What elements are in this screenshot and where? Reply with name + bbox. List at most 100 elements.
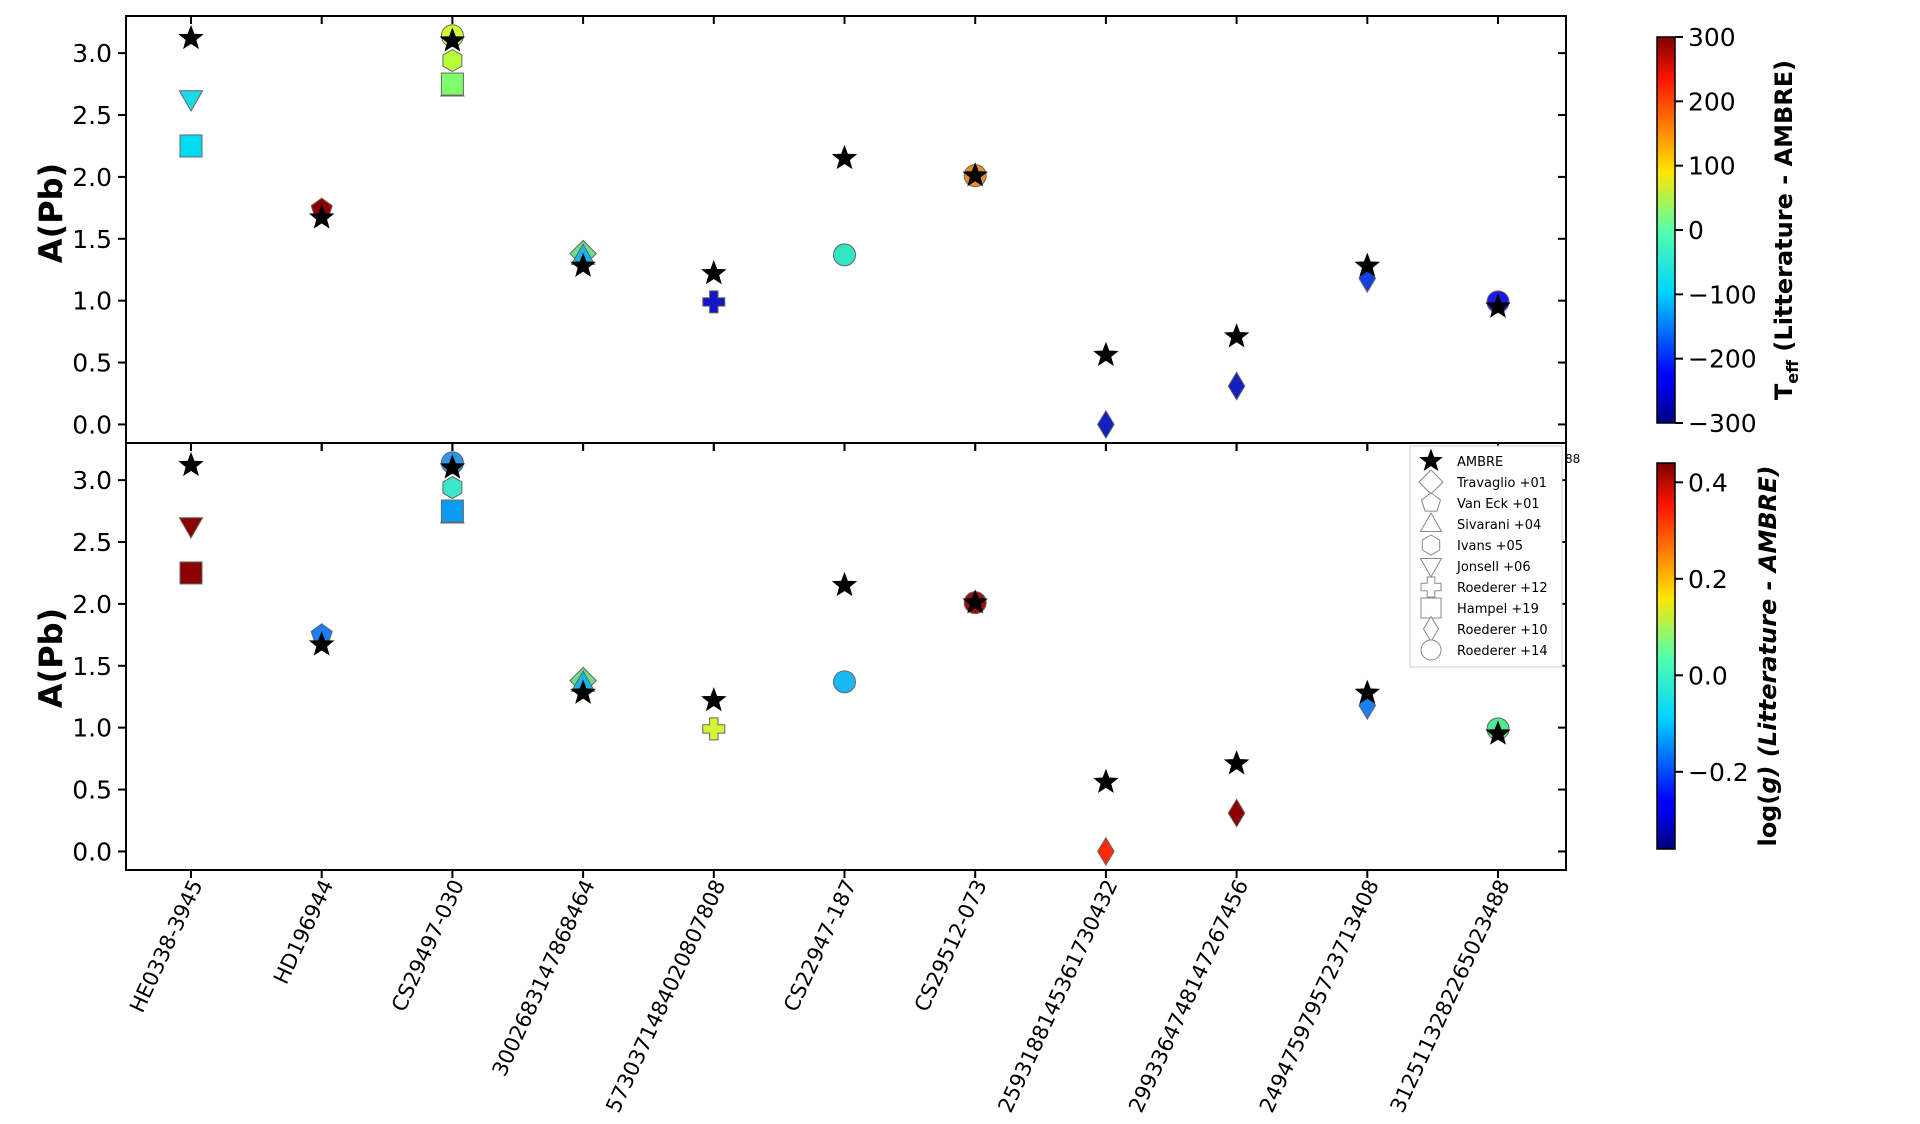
legend-label: Roederer +12 bbox=[1457, 581, 1548, 596]
star-marker bbox=[1354, 252, 1381, 277]
legend-triangle-down-marker bbox=[1419, 558, 1443, 579]
star-marker bbox=[701, 686, 727, 712]
triangle-down-marker bbox=[178, 90, 204, 113]
legend-square-marker bbox=[1420, 597, 1442, 619]
logg-colorbar-gradient bbox=[1656, 462, 1676, 850]
legend-label: Jonsell +06 bbox=[1456, 560, 1531, 575]
star-marker bbox=[962, 589, 988, 614]
bottom-panel: 0.0 0.5 1.0 1.5 2.0 2.5 3.0 A(Pb) bbox=[32, 442, 1567, 878]
star-marker bbox=[439, 27, 466, 52]
legend-triangle-marker bbox=[1419, 511, 1443, 532]
y-tick-label: 2.5 bbox=[72, 101, 112, 130]
thin-diamond-marker bbox=[1097, 836, 1115, 867]
y-tick-label: 2.0 bbox=[72, 163, 112, 192]
teff-colorbar-gradient bbox=[1656, 36, 1676, 424]
colorbar-tick-label: 0 bbox=[1688, 216, 1704, 245]
colorbar-tick-label: 0.0 bbox=[1688, 661, 1728, 690]
x-category-label: CS22947-187 bbox=[779, 876, 861, 1015]
star-marker bbox=[831, 571, 858, 597]
top-x-ticks bbox=[190, 16, 1499, 451]
legend-label: Travaglio +01 bbox=[1456, 476, 1547, 491]
legend-label: Ivans +05 bbox=[1457, 539, 1523, 554]
star-marker bbox=[701, 259, 727, 285]
x-category-label: CS29512-073 bbox=[910, 876, 992, 1015]
legend-circle-marker bbox=[1420, 639, 1442, 661]
logg-colorbar-label: log(g) (Litterature - AMBRE) bbox=[1754, 465, 1782, 846]
colorbar-tick-label: 300 bbox=[1688, 23, 1736, 52]
top-panel-markers bbox=[178, 24, 1511, 440]
square-marker bbox=[179, 561, 203, 585]
y-tick-label: 0.5 bbox=[72, 349, 112, 378]
x-category-label: 2593188145361730432 bbox=[993, 876, 1122, 1116]
colorbar-tick-label: 200 bbox=[1688, 87, 1736, 116]
bottom-y-ticks: 0.0 0.5 1.0 1.5 2.0 2.5 3.0 bbox=[72, 466, 1566, 866]
colorbar-tick-label: 0.4 bbox=[1688, 468, 1728, 497]
star-marker bbox=[1485, 293, 1511, 318]
star-marker bbox=[1093, 768, 1119, 793]
thin-diamond-marker bbox=[1227, 371, 1246, 401]
legend-label: Roederer +14 bbox=[1457, 644, 1548, 659]
hexagon-marker bbox=[442, 49, 463, 73]
legend-plus-marker bbox=[1420, 576, 1442, 598]
star-marker bbox=[1354, 679, 1381, 704]
plus-marker bbox=[702, 717, 726, 741]
star-marker bbox=[439, 454, 466, 479]
legend-star-marker bbox=[1419, 448, 1443, 472]
top-plot-frame bbox=[125, 15, 1567, 444]
x-category-label: 5730371484020807808 bbox=[601, 876, 730, 1116]
colorbar-tick-label: −300 bbox=[1688, 409, 1757, 438]
thin-diamond-marker bbox=[1227, 798, 1246, 828]
colorbar-tick-label: −0.2 bbox=[1688, 758, 1749, 787]
top-y-axis-label: A(Pb) bbox=[32, 163, 70, 263]
legend-label: Roederer +10 bbox=[1457, 623, 1548, 638]
legend: AMBRE Travaglio +01 Van Eck +01 Sivarani +0… bbox=[1409, 445, 1580, 668]
star-marker bbox=[1093, 341, 1119, 366]
triangle-down-marker bbox=[178, 517, 204, 540]
top-panel: 0.0 0.5 1.0 1.5 2.0 2.5 3.0 A(Pb) bbox=[32, 15, 1567, 451]
thin-diamond-marker bbox=[1097, 409, 1115, 440]
star-marker bbox=[831, 144, 858, 170]
y-tick-label: 3.0 bbox=[72, 466, 112, 495]
y-tick-label: 0.0 bbox=[72, 837, 112, 866]
x-category-label: 2993364748147267456 bbox=[1124, 876, 1253, 1116]
square-marker bbox=[440, 72, 464, 96]
teff-colorbar: 300 200 100 0 −100 −200 −300 Teff (Litterature… bbox=[1656, 23, 1802, 438]
y-tick-label: 1.5 bbox=[72, 652, 112, 681]
legend-pentagon-marker bbox=[1420, 492, 1442, 512]
top-y-ticks: 0.0 0.5 1.0 1.5 2.0 2.5 3.0 bbox=[72, 39, 1566, 439]
bottom-plot-frame bbox=[125, 442, 1567, 871]
colorbar-tick-label: 0.2 bbox=[1688, 565, 1728, 594]
y-tick-label: 1.0 bbox=[72, 714, 112, 743]
y-tick-label: 2.0 bbox=[72, 590, 112, 619]
star-marker bbox=[1223, 323, 1250, 348]
colorbar-tick-label: −200 bbox=[1688, 345, 1757, 374]
star-marker bbox=[308, 204, 335, 229]
bottom-y-axis-label: A(Pb) bbox=[32, 608, 70, 708]
star-marker bbox=[1485, 720, 1511, 745]
y-tick-label: 1.5 bbox=[72, 225, 112, 254]
y-tick-label: 1.0 bbox=[72, 287, 112, 316]
legend-hexagon-marker bbox=[1421, 534, 1441, 556]
x-category-labels: HE0338-3945 HD196944 CS29497-030 3002683147… bbox=[125, 876, 1514, 1116]
star-marker bbox=[1223, 750, 1250, 775]
clipped-tick-text: 88 bbox=[1565, 452, 1580, 466]
star-marker bbox=[570, 679, 596, 704]
x-category-label: 3125113282265023488 bbox=[1385, 876, 1514, 1116]
star-marker bbox=[308, 631, 335, 656]
legend-label: Hampel +19 bbox=[1457, 602, 1539, 617]
x-category-label: HD196944 bbox=[269, 876, 338, 988]
star-marker bbox=[962, 162, 988, 187]
star-marker bbox=[570, 252, 596, 277]
hexagon-marker bbox=[442, 476, 463, 500]
legend-label: Sivarani +04 bbox=[1457, 518, 1541, 533]
x-category-label: CS29497-030 bbox=[387, 876, 469, 1015]
y-tick-label: 2.5 bbox=[72, 528, 112, 557]
y-tick-label: 0.0 bbox=[72, 410, 112, 439]
colorbar-tick-label: −100 bbox=[1688, 280, 1757, 309]
colorbar-tick-label: 100 bbox=[1688, 152, 1736, 181]
y-tick-label: 3.0 bbox=[72, 39, 112, 68]
x-category-label: 3002683147868464 bbox=[488, 876, 600, 1080]
logg-colorbar: 0.4 0.2 0.0 −0.2 log(g) (Litterature - AMBR… bbox=[1656, 462, 1782, 850]
y-tick-label: 0.5 bbox=[72, 776, 112, 805]
